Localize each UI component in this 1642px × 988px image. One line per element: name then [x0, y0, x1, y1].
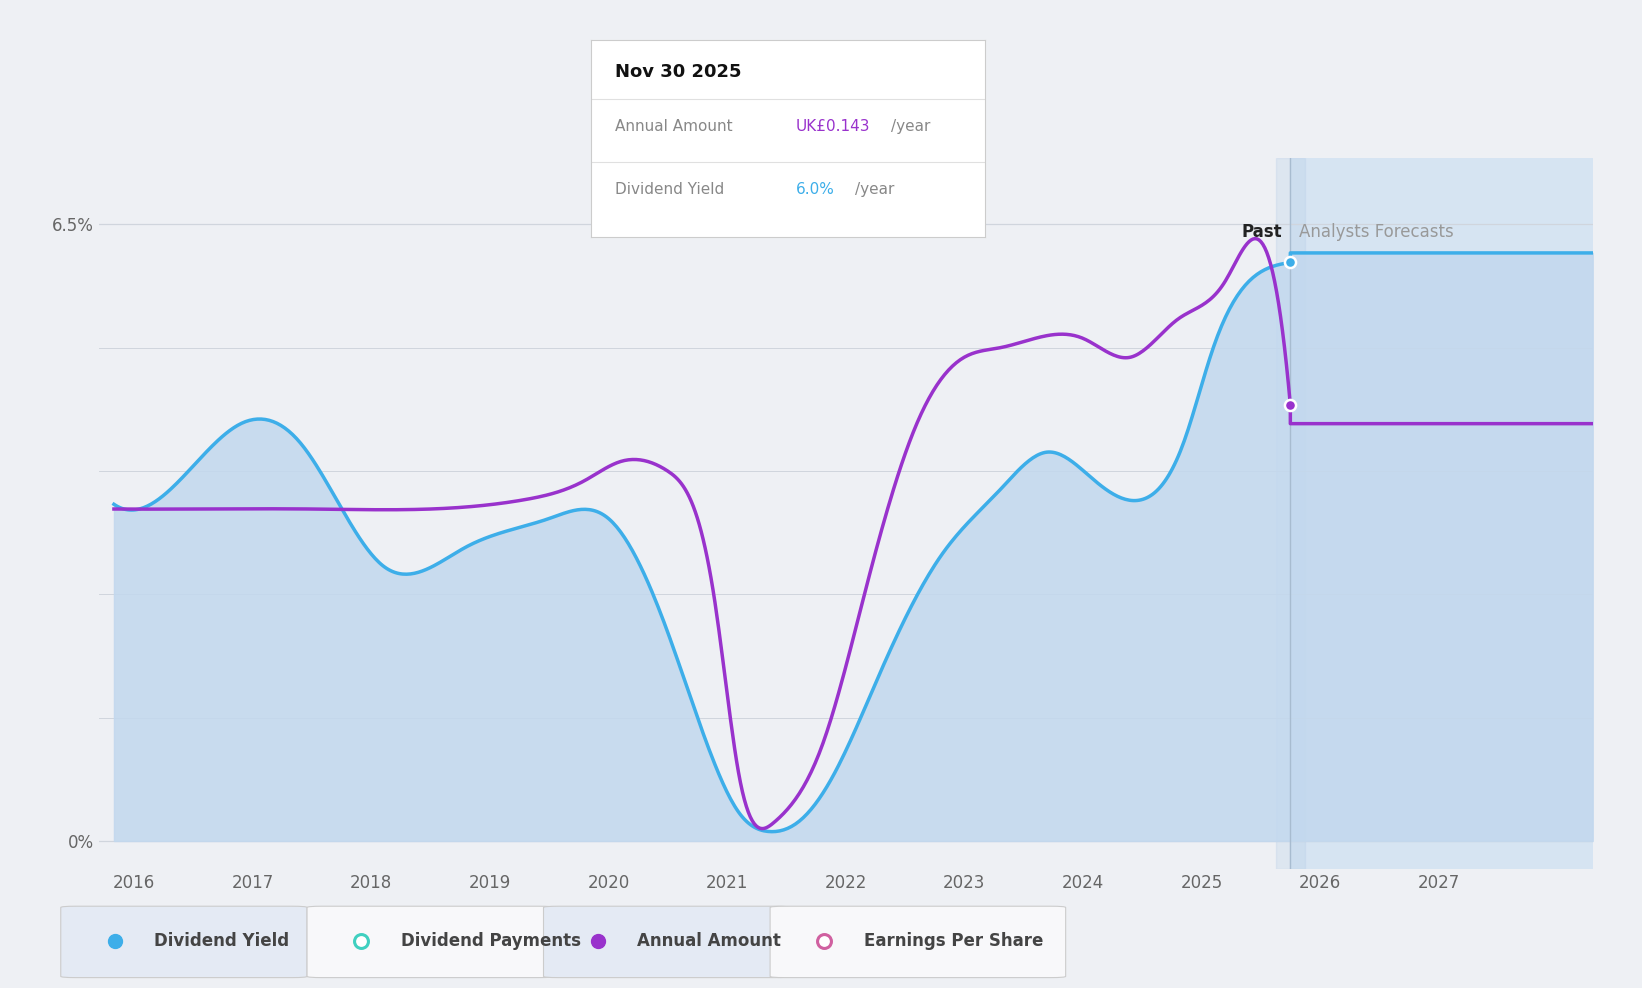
Text: Nov 30 2025: Nov 30 2025 — [614, 63, 741, 81]
Bar — [1291, 158, 1593, 869]
Text: UK£0.143: UK£0.143 — [796, 119, 870, 133]
Bar — [1276, 158, 1304, 869]
FancyBboxPatch shape — [307, 906, 553, 977]
FancyBboxPatch shape — [770, 906, 1066, 977]
Text: Dividend Yield: Dividend Yield — [154, 932, 289, 950]
FancyBboxPatch shape — [61, 906, 307, 977]
Text: Dividend Payments: Dividend Payments — [401, 932, 581, 950]
Text: 6.0%: 6.0% — [796, 182, 834, 197]
Text: /year: /year — [890, 119, 929, 133]
Text: Dividend Yield: Dividend Yield — [614, 182, 724, 197]
Text: Annual Amount: Annual Amount — [614, 119, 732, 133]
Text: Past: Past — [1241, 223, 1282, 241]
Text: /year: /year — [855, 182, 895, 197]
FancyBboxPatch shape — [544, 906, 790, 977]
Text: Annual Amount: Annual Amount — [637, 932, 782, 950]
Text: Earnings Per Share: Earnings Per Share — [864, 932, 1043, 950]
Text: Analysts Forecasts: Analysts Forecasts — [1299, 223, 1453, 241]
